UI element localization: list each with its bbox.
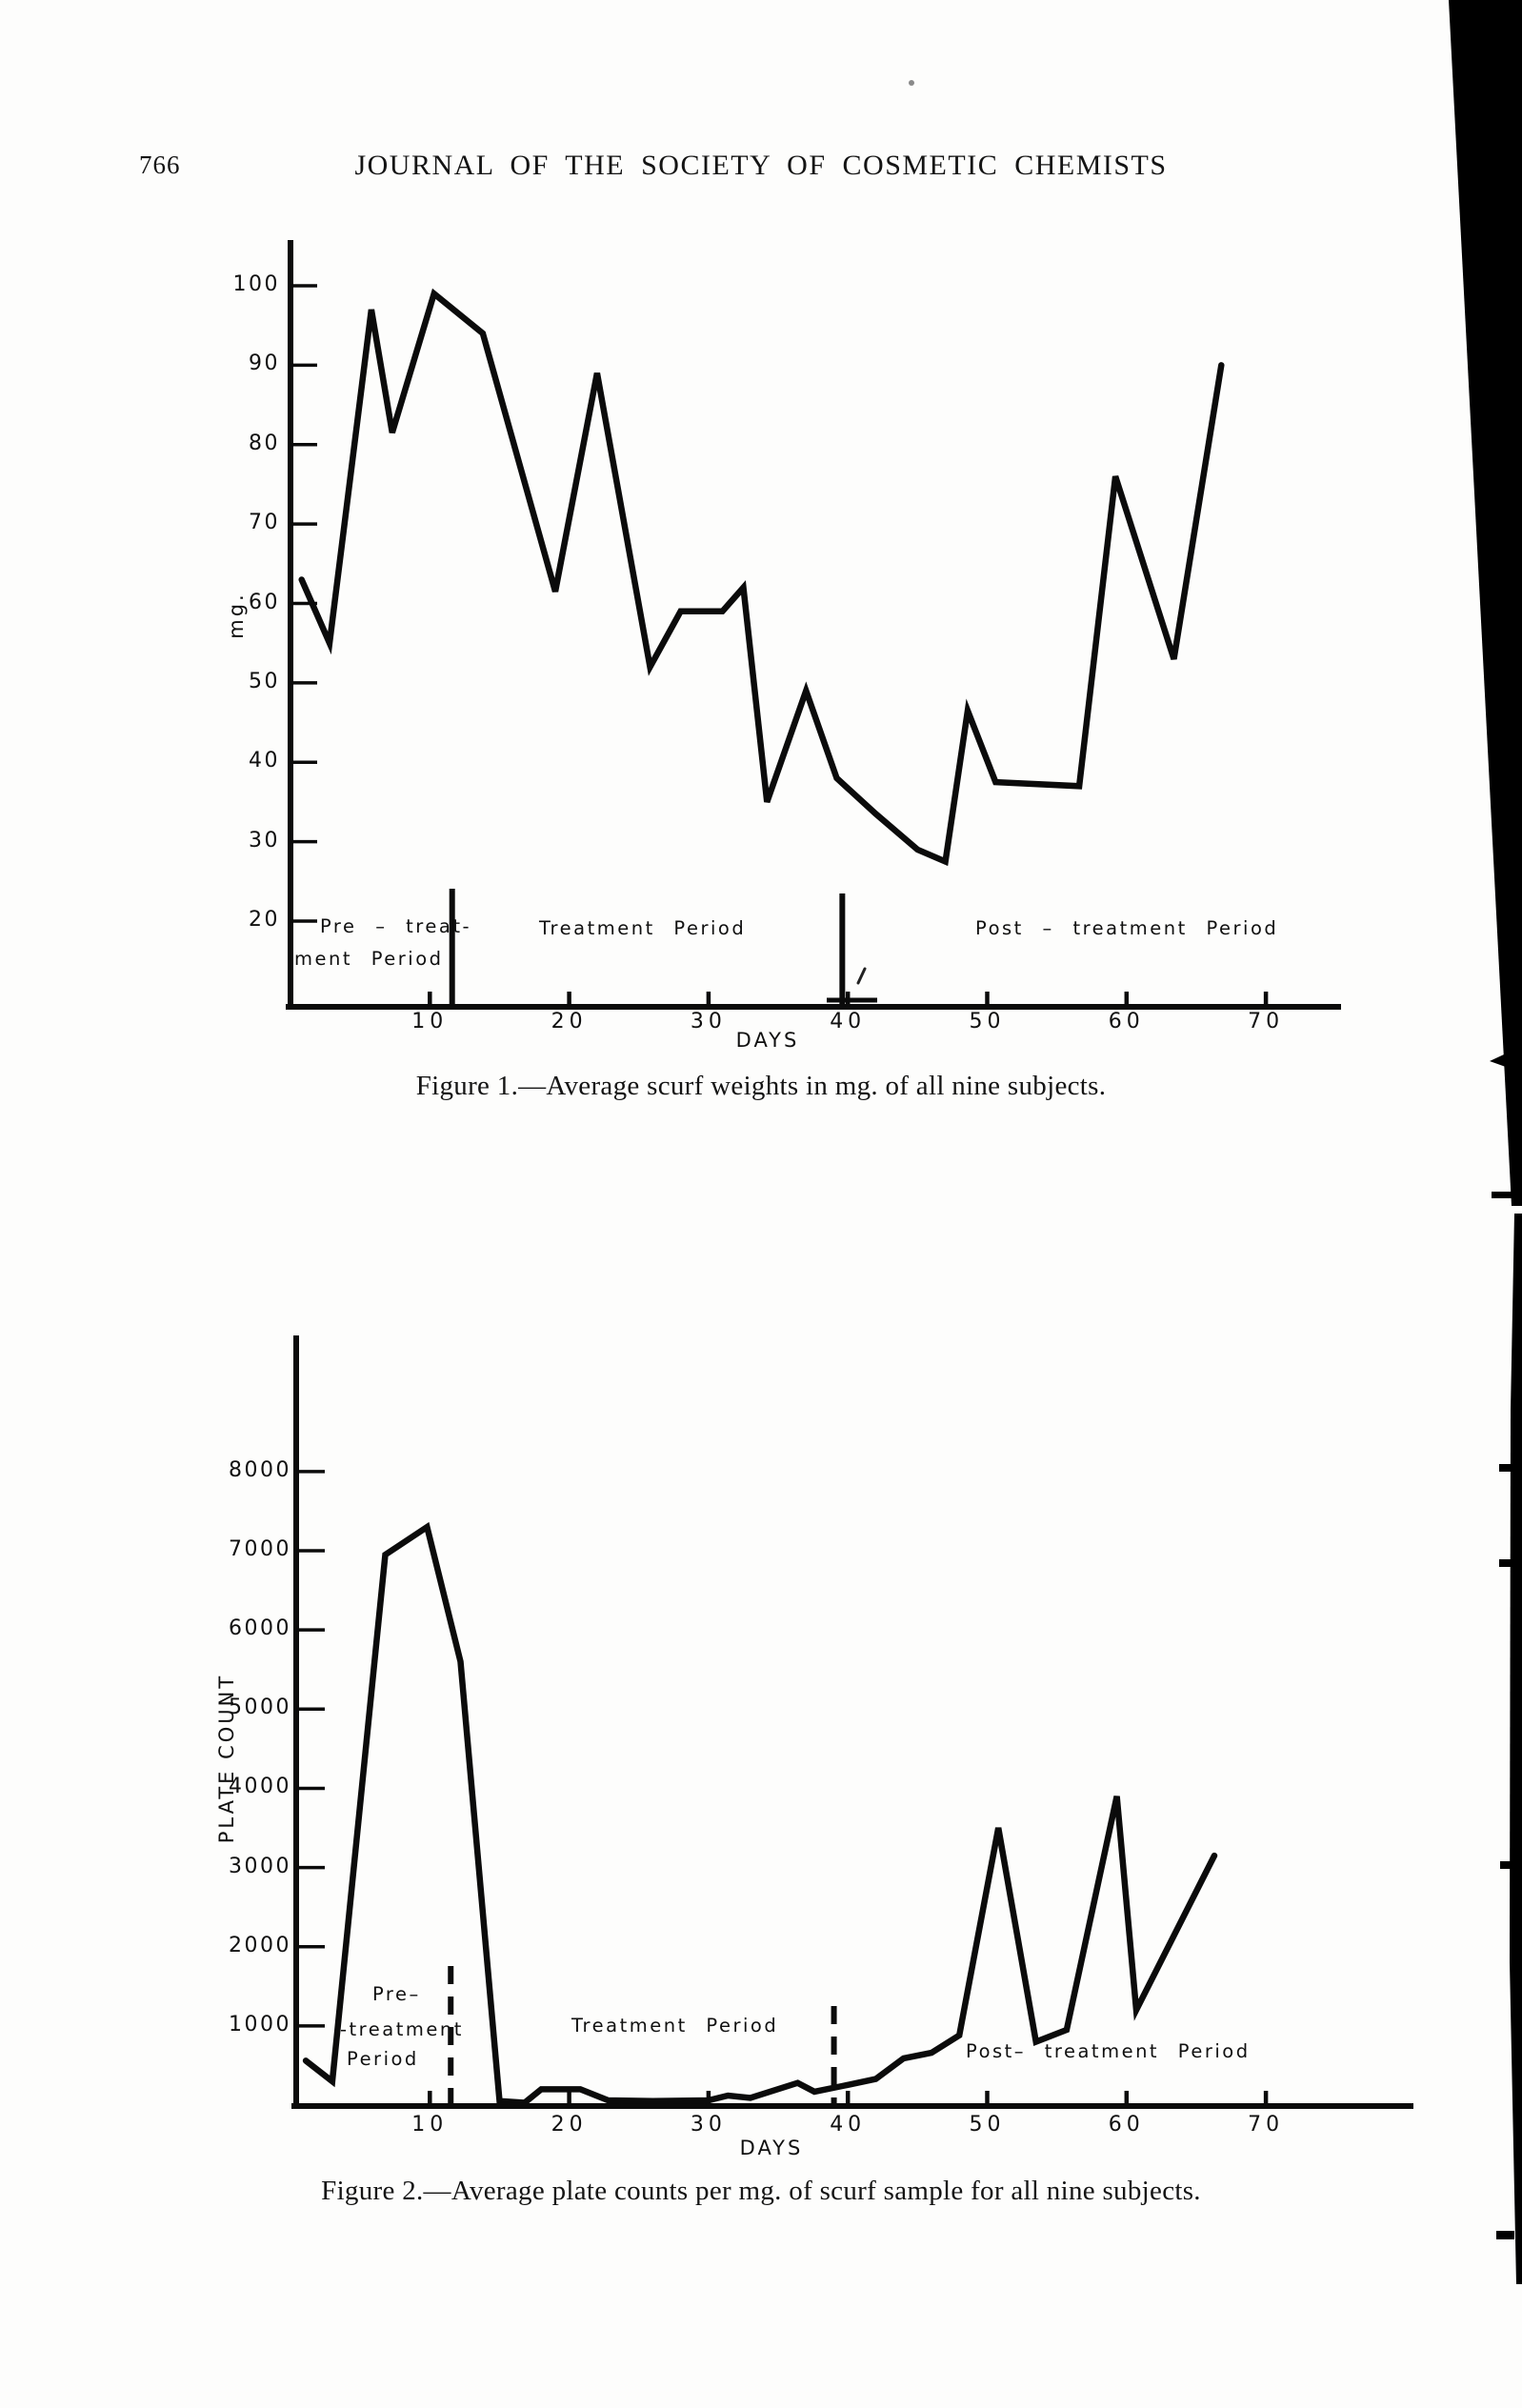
scan-edge-notch: [1496, 2231, 1514, 2239]
scan-speck: [909, 80, 914, 86]
fig2-posttreatment-label: Post– treatment Period: [966, 2040, 1251, 2062]
scan-artifacts: [827, 0, 1522, 2284]
fig1-posttreatment-label: Post – treatment Period: [975, 917, 1279, 939]
fig1-y-tick-label-90: 90: [249, 351, 280, 376]
fig1-x-tick-label-70: 70: [1248, 1010, 1285, 1033]
fig1-x-tick-label-30: 30: [690, 1010, 727, 1033]
figure2-caption: Figure 2.—Average plate counts per mg. o…: [321, 2176, 1201, 2206]
fig2-y-tick-label-5000: 5000: [229, 1696, 291, 1720]
page-number: 766: [139, 150, 181, 179]
fig1-x-tick-label-20: 20: [551, 1010, 588, 1033]
fig2-x-tick-label-30: 30: [690, 2113, 727, 2137]
fig1-data-line: [298, 288, 1225, 867]
figure2-plot: [291, 1335, 1413, 2109]
fig1-x-tick-label-60: 60: [1108, 1010, 1145, 1033]
fig1-x-axis-title: DAYS: [735, 1029, 800, 1052]
fig2-pretreatment-label-line3: Period: [347, 2048, 419, 2070]
scan-dash-mark: [1492, 1192, 1516, 1198]
fig1-pretreatment-label-line1: Pre – treat-: [320, 915, 472, 937]
scan-apostrophe-mark: [856, 967, 867, 985]
fig2-x-tick-label-70: 70: [1248, 2113, 1285, 2137]
scan-arrow-mark: [1490, 1049, 1516, 1071]
figure1-plot: [286, 240, 1341, 1010]
fig1-y-tick-label-40: 40: [249, 749, 280, 773]
fig2-y-tick-label-2000: 2000: [229, 1933, 291, 1957]
fig1-y-tick-label-80: 80: [249, 431, 280, 455]
scan-edge-strip: [1510, 1214, 1522, 2284]
fig2-y-tick-label-1000: 1000: [229, 2012, 291, 2037]
fig1-treatment-label: Treatment Period: [539, 917, 747, 939]
fig2-x-tick-label-40: 40: [830, 2113, 867, 2137]
fig2-x-tick-label-10: 10: [411, 2113, 449, 2137]
fig1-y-tick-label-50: 50: [249, 669, 280, 693]
fig2-x-tick-label-20: 20: [551, 2113, 588, 2137]
fig2-y-tick-label-4000: 4000: [229, 1775, 291, 1799]
fig1-pretreatment-label-line2: ment Period: [294, 948, 444, 970]
fig1-y-axis-title: mg.: [225, 592, 248, 639]
fig1-y-tick-label-100: 100: [232, 272, 280, 296]
fig1-x-tick-label-40: 40: [830, 1010, 867, 1033]
scan-edge-notch: [1500, 1861, 1514, 1869]
scan-edge-notch: [1499, 1559, 1514, 1567]
fig1-y-tick-label-30: 30: [249, 828, 280, 853]
fig2-y-tick-label-8000: 8000: [229, 1457, 291, 1482]
fig2-pretreatment-label-line2: -treatment: [340, 2018, 464, 2040]
fig1-y-tick-label-20: 20: [249, 908, 280, 932]
fig2-data-line: [302, 1521, 1218, 2106]
fig1-x-tick-label-50: 50: [969, 1010, 1006, 1033]
journal-header: JOURNAL OF THE SOCIETY OF COSMETIC CHEMI…: [354, 150, 1168, 181]
scan-black-wedge: [1449, 0, 1522, 1206]
fig1-y-tick-label-70: 70: [249, 511, 280, 535]
fig2-x-tick-label-60: 60: [1108, 2113, 1145, 2137]
fig2-y-tick-label-6000: 6000: [229, 1616, 291, 1641]
fig2-y-tick-label-3000: 3000: [229, 1854, 291, 1878]
fig2-pretreatment-label-line1: Pre–: [372, 1983, 421, 2005]
figure1-caption: Figure 1.—Average scurf weights in mg. o…: [415, 1071, 1107, 1101]
fig2-x-axis-title: DAYS: [739, 2137, 804, 2159]
fig2-x-tick-label-50: 50: [969, 2113, 1006, 2137]
fig2-y-tick-label-7000: 7000: [229, 1537, 291, 1562]
fig2-treatment-label: Treatment Period: [571, 2015, 779, 2037]
fig1-y-tick-label-60: 60: [249, 590, 280, 614]
fig1-x-tick-label-10: 10: [411, 1010, 449, 1033]
scan-edge-notch: [1499, 1464, 1514, 1472]
